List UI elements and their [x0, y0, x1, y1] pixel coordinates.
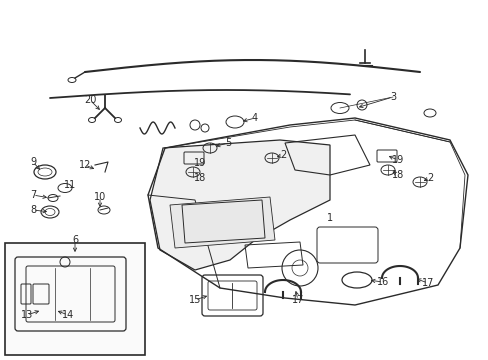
Text: 9: 9: [30, 157, 36, 167]
Text: 3: 3: [389, 92, 395, 102]
Text: 12: 12: [79, 160, 91, 170]
Text: 14: 14: [62, 310, 74, 320]
Bar: [5, 243, 145, 355]
Text: 13: 13: [21, 310, 33, 320]
Text: 2: 2: [426, 173, 432, 183]
Text: 5: 5: [224, 138, 231, 148]
Text: 11: 11: [64, 180, 76, 190]
Text: 19: 19: [193, 158, 206, 168]
Text: 1: 1: [326, 213, 332, 223]
Text: 15: 15: [188, 295, 201, 305]
Text: 17: 17: [291, 295, 304, 305]
Text: 20: 20: [83, 95, 96, 105]
Text: 18: 18: [193, 173, 206, 183]
Text: 4: 4: [251, 113, 258, 123]
Text: 16: 16: [376, 277, 388, 287]
Text: 10: 10: [94, 192, 106, 202]
Text: 7: 7: [30, 190, 36, 200]
Polygon shape: [150, 140, 329, 270]
Text: 6: 6: [72, 235, 78, 245]
Text: 2: 2: [279, 150, 285, 160]
Text: 19: 19: [391, 155, 403, 165]
Text: 17: 17: [421, 278, 433, 288]
Text: 8: 8: [30, 205, 36, 215]
Polygon shape: [170, 197, 274, 248]
Text: 18: 18: [391, 170, 403, 180]
